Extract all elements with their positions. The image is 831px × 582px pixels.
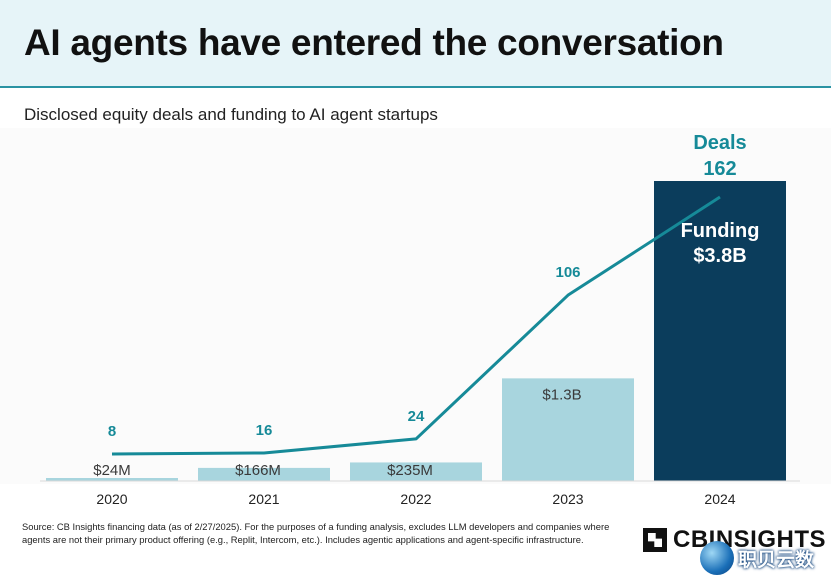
deals-line [111,195,721,456]
x-tick-2020: 2020 [96,491,127,507]
cb-insights-logo-icon [643,528,667,552]
funding-deals-chart: $24M $166M $235M $1.3B 2020 2021 2022 2023 2024… [40,132,800,507]
watermark: 职贝云数 [700,540,814,576]
funding-value-label-2020: $24M [93,462,131,479]
deals-value-label-2021: 16 [256,422,273,439]
funding-bar-2022 [350,462,482,481]
deals-value-label-2020: 8 [108,423,116,440]
funding-value-label-2023: $1.3B [542,386,581,403]
cb-insights-logo-text: CBINSIGHTS [673,526,827,553]
deals-legend-label: Deals [693,132,746,154]
funding-value-label-2021: $166M [235,462,281,479]
deals-value-label-2022: 24 [408,408,425,425]
funding-bar-2024 [654,181,786,481]
page-title: AI agents have entered the conversation [24,22,724,63]
funding-bar-2023 [502,378,634,481]
funding-bar-2020 [46,478,178,481]
deals-legend-value: 162 [703,158,736,180]
x-tick-2023: 2023 [552,491,583,507]
cb-insights-logo: CBINSIGHTS [643,526,827,553]
source-footnote: Source: CB Insights financing data (as o… [22,521,610,545]
funding-legend-label: Funding [681,220,760,242]
chart-subtitle: Disclosed equity deals and funding to AI… [24,105,438,124]
funding-legend-value: $3.8B [693,245,746,267]
funding-bar-2021 [198,467,330,481]
header-banner: AI agents have entered the conversation [0,0,831,88]
watermark-text: 职贝云数 [738,549,815,571]
x-tick-2022: 2022 [400,491,431,507]
x-tick-2021: 2021 [248,491,279,507]
globe-icon [700,541,734,575]
deals-value-label-2023: 106 [555,264,580,281]
funding-value-label-2022: $235M [387,462,433,479]
x-tick-2024: 2024 [704,491,735,507]
